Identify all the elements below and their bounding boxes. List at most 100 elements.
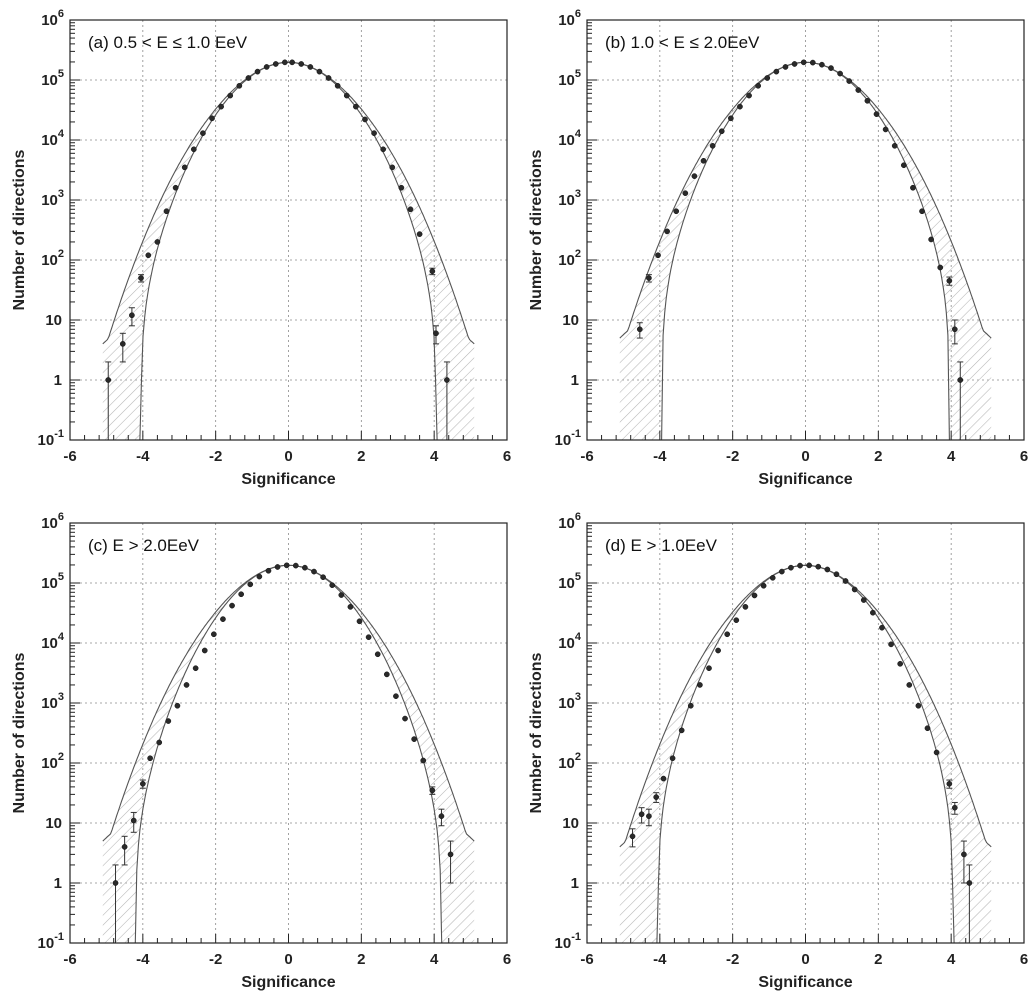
y-tick-exponent: -1 <box>571 931 581 943</box>
data-point <box>946 277 953 284</box>
data-point <box>906 682 913 688</box>
y-axis-title: Number of directions <box>528 652 545 813</box>
data-point <box>289 59 295 66</box>
y-tick-label: 10-1 <box>38 931 64 952</box>
y-tick-base: 10 <box>41 635 58 652</box>
data-point <box>888 641 894 648</box>
y-tick-exponent: 4 <box>575 631 582 643</box>
data-point <box>819 61 825 68</box>
y-tick-base: 10 <box>558 695 575 712</box>
data-point <box>824 566 831 573</box>
data-point <box>174 702 181 709</box>
data-point <box>855 87 862 93</box>
y-tick-label: 104 <box>41 128 65 149</box>
data-point <box>371 130 377 137</box>
panel-title: (a) 0.5 < E ≤ 1.0 EeV <box>88 33 248 52</box>
y-tick-label: 103 <box>558 188 581 209</box>
data-point <box>669 755 676 762</box>
y-tick-exponent: -1 <box>54 931 64 943</box>
data-point <box>192 665 199 672</box>
y-tick-exponent: 2 <box>575 248 581 260</box>
data-point <box>755 82 762 89</box>
data-point <box>846 78 853 84</box>
y-tick-exponent: 5 <box>575 571 581 583</box>
x-tick-label: -6 <box>580 951 593 968</box>
data-point <box>806 562 812 569</box>
data-point <box>809 59 816 66</box>
data-point <box>329 582 336 589</box>
data-point <box>957 377 964 383</box>
data-point <box>924 725 931 732</box>
x-tick-label: 4 <box>947 448 956 465</box>
data-point <box>247 581 254 588</box>
y-tick-base: 10 <box>558 635 575 652</box>
x-tick-label: -2 <box>209 951 222 968</box>
data-point <box>209 115 215 122</box>
data-point <box>254 68 261 75</box>
x-axis-title: Significance <box>241 471 335 488</box>
y-tick-exponent: 6 <box>58 8 64 20</box>
data-point <box>788 564 794 571</box>
data-point <box>156 739 163 746</box>
y-tick-label: 1 <box>54 875 62 892</box>
x-tick-label: -6 <box>63 448 76 465</box>
y-tick-base: 10 <box>38 935 55 952</box>
chart-svg-b: -6 -4 -2 0 2 4 610-1110102103104105106Signific… <box>528 8 1028 488</box>
data-point <box>238 591 245 598</box>
y-tick-exponent: 3 <box>58 188 64 200</box>
y-tick-exponent: 6 <box>575 511 581 523</box>
data-point <box>915 702 922 709</box>
y-tick-label: 104 <box>41 631 65 652</box>
y-tick-label: 10 <box>45 312 62 329</box>
data-point <box>145 252 152 259</box>
y-tick-label: 103 <box>41 188 64 209</box>
y-tick-label: 106 <box>41 8 64 29</box>
y-tick-base: 10 <box>558 72 575 89</box>
y-tick-base: 10 <box>558 755 575 772</box>
x-tick-label: 6 <box>503 448 511 465</box>
data-point <box>163 208 170 215</box>
data-point <box>951 326 958 333</box>
y-tick-label: 105 <box>41 68 64 89</box>
x-tick-label: 4 <box>430 951 439 968</box>
x-axis-title: Significance <box>758 974 852 991</box>
x-tick-label: -4 <box>136 448 150 465</box>
x-axis-title: Significance <box>241 974 335 991</box>
y-tick-label: 102 <box>41 248 64 269</box>
y-tick-exponent: 3 <box>58 691 64 703</box>
expected-band <box>102 61 475 440</box>
y-tick-label: 10-1 <box>38 428 64 449</box>
data-point <box>737 103 743 110</box>
y-tick-exponent: 5 <box>58 68 64 80</box>
y-tick-label: 106 <box>41 511 64 532</box>
band-fill <box>619 62 992 440</box>
data-point <box>682 190 689 197</box>
data-point <box>760 582 767 589</box>
y-tick-base: 10 <box>41 695 58 712</box>
data-point <box>227 92 234 99</box>
y-tick-label: 10-1 <box>555 428 581 449</box>
chart-svg-a: -6 -4 -2 0 2 4 610-1110102103104105106Signific… <box>11 8 511 488</box>
data-point <box>724 631 731 638</box>
data-point <box>380 146 387 153</box>
data-point <box>746 92 752 99</box>
y-tick-label: 102 <box>41 751 64 772</box>
y-tick-exponent: 3 <box>575 188 581 200</box>
data-point <box>919 208 925 215</box>
y-tick-exponent: 4 <box>58 631 65 643</box>
data-point <box>653 794 660 800</box>
y-tick-label: 103 <box>558 691 581 712</box>
data-point <box>860 597 867 603</box>
data-point <box>374 651 381 658</box>
data-point <box>201 647 208 654</box>
data-point <box>147 755 153 762</box>
data-point <box>407 206 414 213</box>
data-point <box>910 184 916 191</box>
x-tick-label: -4 <box>653 951 667 968</box>
data-point <box>429 268 436 275</box>
data-point <box>365 634 372 641</box>
data-point <box>646 813 652 820</box>
data-point <box>691 173 698 179</box>
x-tick-label: 2 <box>874 951 882 968</box>
y-tick-exponent: 2 <box>58 248 64 260</box>
